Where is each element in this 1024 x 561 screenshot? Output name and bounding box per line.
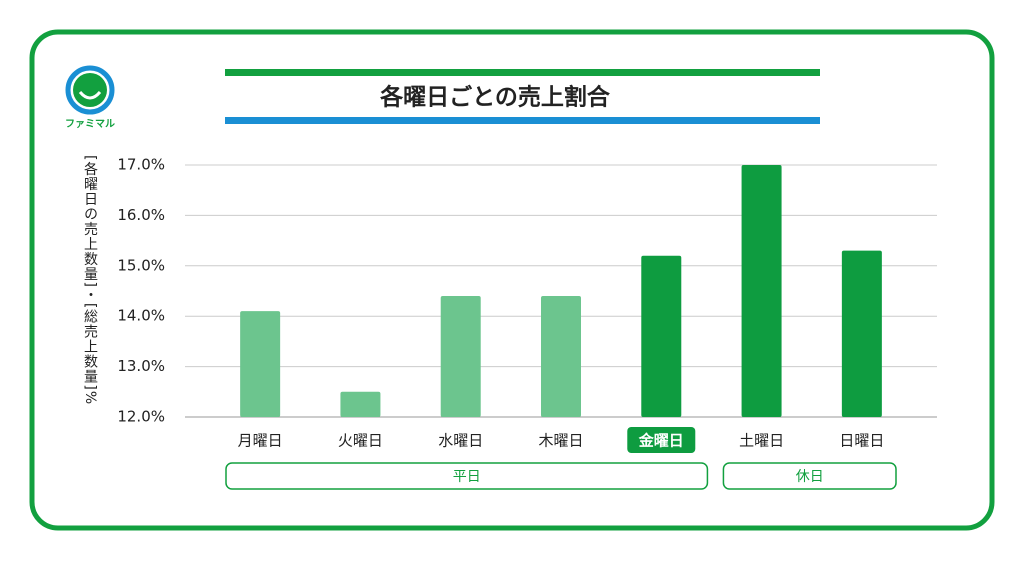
bar	[641, 255, 682, 417]
bar	[240, 311, 281, 417]
chart-title: 各曜日ごとの売上割合	[379, 84, 611, 111]
x-tick-label: 月曜日	[238, 432, 283, 450]
bar	[841, 250, 882, 417]
group-box	[225, 462, 709, 490]
y-tick-label: 17.0%	[117, 156, 165, 174]
x-tick-label: 火曜日	[338, 432, 383, 450]
bar	[741, 165, 782, 417]
x-tick-label: 水曜日	[438, 432, 483, 450]
logo-face	[73, 73, 107, 107]
y-tick-label: 16.0%	[117, 206, 165, 224]
x-tick-label: 木曜日	[538, 432, 583, 450]
bar	[340, 391, 381, 417]
x-tick-label: 金曜日	[638, 432, 684, 450]
y-tick-label: 15.0%	[117, 256, 165, 274]
logo-text: ファミマル	[65, 118, 115, 130]
x-tick-label: 土曜日	[739, 432, 784, 450]
x-tick-label: 日曜日	[839, 432, 884, 450]
logo-smile	[78, 90, 102, 100]
group-box	[722, 462, 897, 490]
title-bar-top	[225, 69, 820, 76]
y-tick-label: 13.0%	[117, 357, 165, 375]
y-tick-label: 14.0%	[117, 307, 165, 325]
y-axis-label: [各曜日の売上数量]・[総売上数量]%	[82, 155, 98, 406]
y-tick-label: 12.0%	[117, 408, 165, 426]
title-bar-bottom	[225, 117, 820, 124]
bar	[541, 296, 581, 417]
bar	[440, 296, 481, 417]
group-label: 休日	[796, 469, 824, 485]
group-label: 平日	[453, 469, 481, 485]
highlight-box	[627, 427, 696, 453]
